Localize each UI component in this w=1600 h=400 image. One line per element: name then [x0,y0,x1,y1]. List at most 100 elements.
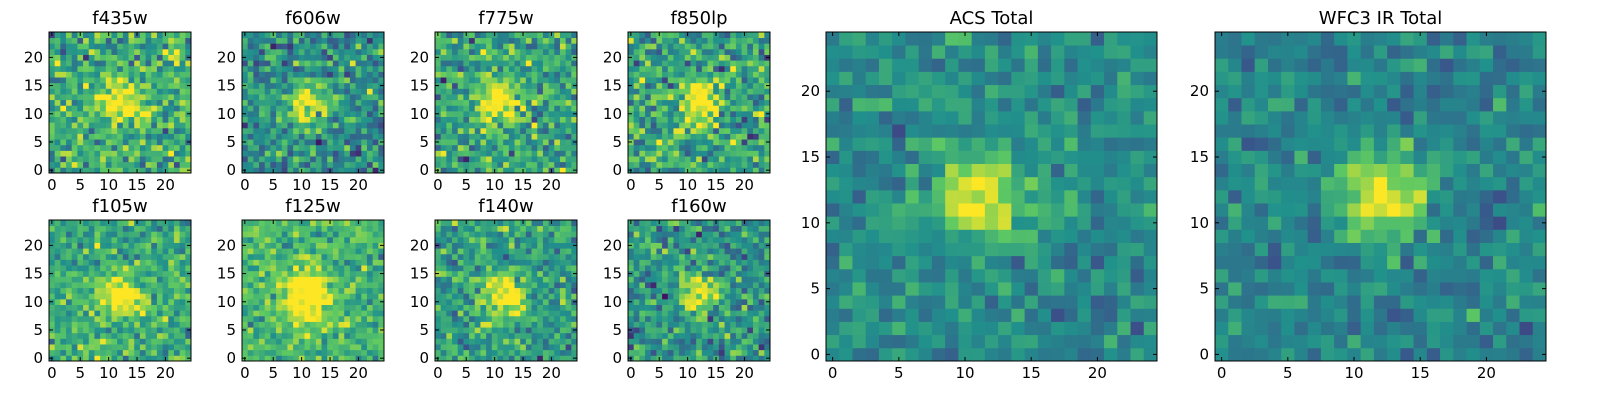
heatmap-cell [332,225,339,232]
heatmap-cell [287,276,294,283]
heatmap-cell [486,327,493,334]
heatmap-cell [315,315,322,322]
heatmap-cell [679,122,686,129]
heatmap-cell [673,139,680,146]
heatmap-cell [276,43,283,50]
heatmap-cell [503,167,510,174]
heatmap-cell [735,327,742,334]
heatmap-cell [628,304,635,311]
heatmap-cell [100,116,107,123]
heatmap-cell [565,88,572,95]
heatmap-cell [315,338,322,345]
heatmap-cell [185,321,192,328]
y-tick-label: 20 [603,48,622,66]
heatmap-cell [684,99,691,106]
heatmap-cell [452,71,459,78]
heatmap-cell [332,315,339,322]
heatmap-cell [185,77,192,84]
heatmap-cell [440,282,447,289]
axes-frame [241,31,385,174]
heatmap-cell [315,231,322,238]
heatmap-cell [554,242,561,249]
y-tick-label: 20 [217,48,236,66]
heatmap-cell [117,225,124,232]
heatmap-cell [480,298,487,305]
heatmap-cell [270,110,277,117]
heatmap-cell [741,82,748,89]
heatmap-cell [54,156,61,163]
heatmap-cell [525,298,532,305]
heatmap-cell [111,156,118,163]
heatmap-cell [503,304,510,311]
heatmap-cell [673,304,680,311]
heatmap-cell [122,139,129,146]
heatmap-cell [366,82,374,89]
heatmap-cell [537,287,544,294]
heatmap-cell [457,321,464,328]
heatmap-cell [60,327,67,334]
heatmap-cell [514,110,521,117]
heatmap-cell [435,88,442,95]
heatmap-cell [673,116,680,123]
heatmap-cell [531,304,538,311]
heatmap-cell [571,310,578,317]
heatmap-cell [54,139,61,146]
heatmap-cell [111,167,118,174]
heatmap-cell [508,127,515,134]
heatmap-cell [633,139,640,146]
heatmap-cell [281,127,288,134]
heatmap-cell [542,122,549,129]
heatmap-cell [88,127,95,134]
heatmap-cell [537,220,544,227]
heatmap-cell [469,60,476,67]
heatmap-cell [565,54,572,61]
heatmap-cell [168,225,175,232]
heatmap-cell [469,253,476,260]
heatmap-cell [83,276,90,283]
heatmap-cell [514,310,521,317]
heatmap-cell [145,133,152,140]
heatmap-cell [531,293,538,300]
heatmap-cell [122,71,129,78]
heatmap-cell [179,77,186,84]
heatmap-cell [741,304,748,311]
heatmap-cell [77,77,84,84]
heatmap-cell [60,259,67,266]
heatmap-cell [565,127,572,134]
heatmap-cell [179,127,186,134]
heatmap-cell [361,344,368,351]
heatmap-cell [156,276,163,283]
heatmap-cell [446,77,453,84]
heatmap-cell [276,298,283,305]
heatmap-cell [349,344,356,351]
heatmap-cell [310,110,317,117]
heatmap-cell [242,43,249,50]
heatmap-cell [293,156,300,163]
panel-title: f105w [92,196,147,217]
heatmap-cell [747,321,754,328]
heatmap-cell [259,156,266,163]
heatmap-cell [151,150,158,157]
heatmap-cell [542,355,549,362]
heatmap-cell [151,116,158,123]
heatmap-cell [463,315,470,322]
heatmap-cell [94,225,101,232]
heatmap-cell [134,139,141,146]
heatmap-cell [440,259,447,266]
heatmap-cell [168,127,175,134]
heatmap-cell [94,105,101,112]
heatmap-cell [321,270,328,277]
heatmap-cell [474,293,481,300]
heatmap-cell [304,88,311,95]
heatmap-cell [287,133,294,140]
heatmap-cell [105,253,112,260]
heatmap-cell [457,54,464,61]
heatmap-cell [54,150,61,157]
y-tick-label: 5 [612,133,622,151]
heatmap-cell [542,133,549,140]
heatmap-cell [366,253,374,260]
heatmap-cell [440,231,447,238]
heatmap-cell [332,327,339,334]
heatmap-cell [463,77,470,84]
heatmap-cell [724,127,731,134]
